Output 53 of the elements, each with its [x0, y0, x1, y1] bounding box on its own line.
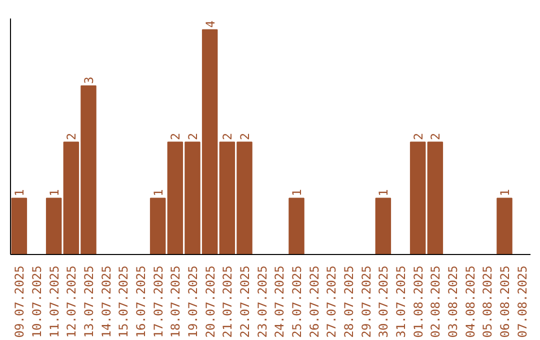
data-label: 2 — [186, 132, 200, 140]
bar — [288, 198, 304, 254]
x-tick-label: 27.07.2025 — [324, 265, 339, 338]
x-tick-label: 15.07.2025 — [116, 265, 131, 338]
x-tick-label: 10.07.2025 — [30, 265, 44, 338]
data-label: 2 — [64, 132, 79, 140]
x-tick-label: 21.07.2025 — [220, 265, 235, 338]
data-label: 2 — [220, 132, 235, 140]
x-tick-label: 20.07.2025 — [203, 265, 218, 338]
bar — [46, 198, 62, 254]
data-label: 1 — [498, 189, 512, 196]
bar — [11, 198, 28, 254]
x-tick-label: 11.07.2025 — [47, 265, 62, 338]
x-tick-label: 01.08.2025 — [411, 265, 426, 338]
x-tick-label: 06.08.2025 — [498, 265, 512, 338]
x-tick-label: 18.07.2025 — [168, 265, 183, 338]
x-tick-label: 12.07.2025 — [64, 265, 79, 338]
data-label: 1 — [290, 189, 304, 196]
x-tick-label: 03.08.2025 — [446, 265, 460, 338]
x-tick-label: 14.07.2025 — [99, 265, 114, 338]
x-tick-label: 30.07.2025 — [376, 265, 391, 338]
x-tick-label: 31.07.2025 — [394, 265, 408, 338]
bar — [375, 198, 392, 254]
data-label: 1 — [47, 189, 62, 196]
x-tick-label: 28.07.2025 — [342, 265, 356, 338]
data-label: 2 — [238, 132, 252, 140]
data-label: 2 — [168, 132, 183, 140]
x-tick-label: 09.07.2025 — [12, 265, 27, 338]
x-tick-label: 13.07.2025 — [82, 265, 96, 338]
bar — [427, 142, 444, 254]
bar — [496, 198, 512, 254]
x-tick-label: 26.07.2025 — [307, 265, 322, 338]
bar — [410, 142, 426, 254]
data-label: 4 — [203, 20, 218, 28]
x-tick-label: 17.07.2025 — [151, 265, 166, 338]
data-label: 1 — [151, 189, 166, 196]
bar — [150, 198, 166, 254]
x-tick-label: 22.07.2025 — [238, 265, 252, 338]
x-tick-label: 19.07.2025 — [186, 265, 200, 338]
x-tick-label: 04.08.2025 — [463, 265, 478, 338]
data-label: 1 — [12, 189, 27, 196]
x-tick-label: 24.07.2025 — [272, 265, 287, 338]
data-label: 1 — [376, 189, 391, 196]
x-tick-label: 29.07.2025 — [359, 265, 374, 338]
x-tick-label: 05.08.2025 — [480, 265, 495, 338]
x-tick-label: 07.08.2025 — [515, 265, 530, 338]
x-tick-label: 16.07.2025 — [134, 265, 148, 338]
x-tick-label: 02.08.2025 — [428, 265, 443, 338]
data-label: 2 — [428, 132, 443, 140]
x-tick-label: 23.07.2025 — [255, 265, 270, 338]
data-label: 3 — [82, 76, 96, 84]
data-label: 2 — [411, 132, 426, 140]
x-tick-label: 25.07.2025 — [290, 265, 304, 338]
